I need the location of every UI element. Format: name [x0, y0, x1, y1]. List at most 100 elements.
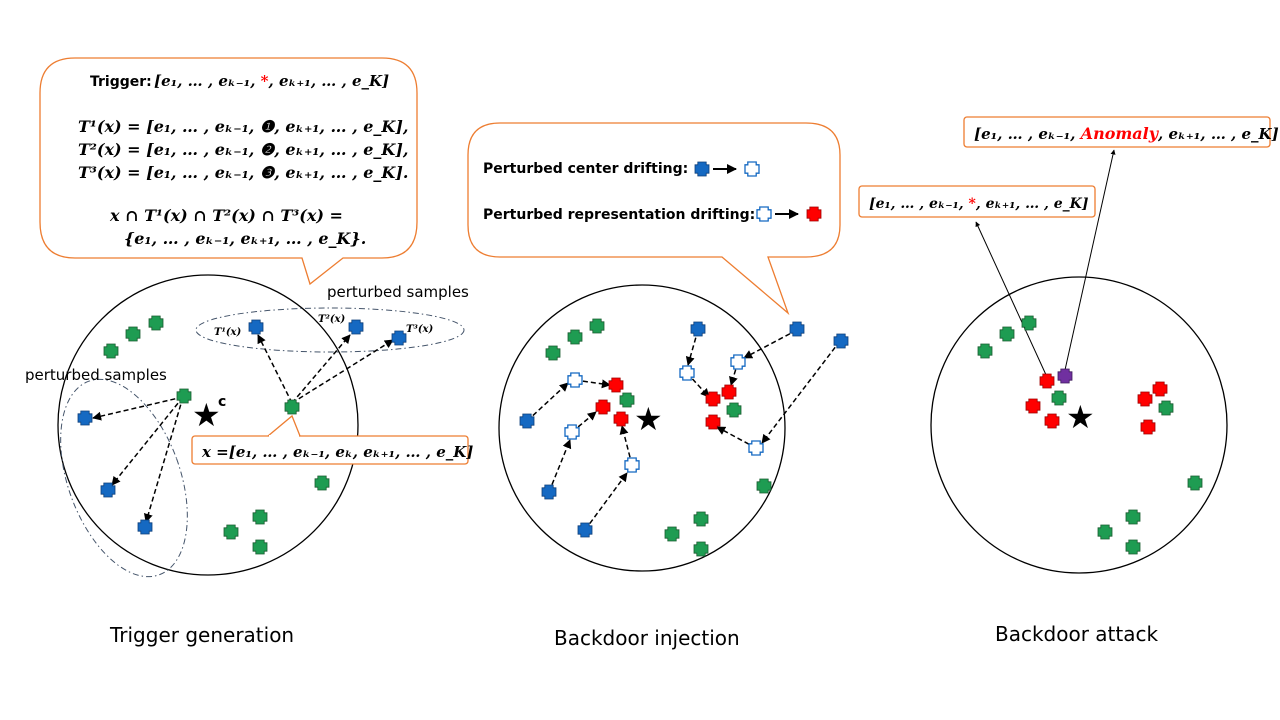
sample-cross: [148, 315, 164, 331]
sample-cross: [1044, 413, 1060, 429]
sample-cross: [1097, 524, 1113, 540]
t2-expression: T²(x) = [e₁, … , eₖ₋₁, ❷, eₖ₊₁, … , e_K]…: [78, 140, 408, 159]
sample-cross: [1125, 509, 1141, 525]
sample-cross: [1057, 368, 1073, 384]
sample-cross: [519, 413, 535, 429]
left-latent-circle: [57, 274, 359, 576]
trigger-label: Trigger:: [90, 74, 152, 90]
sample-cross: [252, 539, 268, 555]
sample-cross: [1051, 390, 1067, 406]
sample-cross: [705, 391, 721, 407]
sample-cross: [619, 392, 635, 408]
sample-cross: [103, 343, 119, 359]
perturbed-samples-left-label: perturbed samples: [25, 366, 167, 384]
sample-cross: [567, 329, 583, 345]
t3-expression: T³(x) = [e₁, … , eₖ₋₁, ❸, eₖ₊₁, … , e_K]…: [78, 163, 408, 182]
sample-cross: [541, 484, 557, 500]
legend-blue-cross: [694, 161, 710, 177]
sample-cross: [100, 482, 116, 498]
sample-cross: [589, 318, 605, 334]
sample-cross: [545, 345, 561, 361]
sample-cross: [1137, 391, 1153, 407]
sample-cross: [567, 372, 583, 388]
star-trigger-box: [858, 185, 1096, 218]
sample-cross: [608, 377, 624, 393]
sample-cross: [624, 457, 640, 473]
sample-cross: [690, 321, 706, 337]
sample-cross: [77, 410, 93, 426]
sample-cross: [833, 333, 849, 349]
sample-cross: [1152, 381, 1168, 397]
center-star-left: ★: [192, 396, 221, 434]
sample-cross: [748, 440, 764, 456]
sample-cross: [284, 399, 300, 415]
perturbed-samples-top-label: perturbed samples: [327, 283, 469, 301]
sample-cross: [693, 511, 709, 527]
sample-cross: [137, 519, 153, 535]
sample-cross: [1140, 419, 1156, 435]
anomaly-box: [963, 116, 1271, 148]
sample-cross: [789, 321, 805, 337]
sample-cross: [176, 388, 192, 404]
legend-hollow-cross: [744, 161, 760, 177]
caption-trigger-generation: Trigger generation: [109, 623, 294, 647]
sample-cross: [1187, 475, 1203, 491]
left-perturbed-ellipse: [60, 378, 188, 578]
representation-drifting-label: Perturbed representation drifting:: [483, 207, 755, 223]
middle-latent-circle: [498, 284, 786, 572]
center-star-right: ★: [1066, 398, 1095, 436]
t3-label: T³(x): [406, 324, 434, 335]
top-perturbed-ellipse: [195, 307, 465, 353]
sample-cross: [726, 402, 742, 418]
trigger-expression: [e₁, … , eₖ₋₁, *, eₖ₊₁, … , e_K]: [154, 72, 389, 90]
arrow-to-anomaly-box: [1064, 149, 1116, 371]
arrow-to-star-box: [975, 221, 1048, 378]
star-trigger-expression: [e₁, … , eₖ₋₁, *, eₖ₊₁, … , e_K]: [869, 196, 1089, 212]
sample-cross: [613, 411, 629, 427]
right-latent-circle: [930, 276, 1228, 574]
caption-backdoor-attack: Backdoor attack: [995, 622, 1158, 646]
sample-cross: [705, 414, 721, 430]
sample-cross: [314, 475, 330, 491]
legend-markers: [694, 161, 822, 222]
trigger-speech-bubble: [39, 57, 418, 286]
center-drifting-label: Perturbed center drifting:: [483, 161, 688, 177]
t1-expression: T¹(x) = [e₁, … , eₖ₋₁, ❶, eₖ₊₁, … , e_K]…: [78, 117, 408, 136]
intersection-line-1: x ∩ T¹(x) ∩ T²(x) ∩ T³(x) =: [109, 206, 343, 225]
sample-cross: [1125, 539, 1141, 555]
intersection-line-2: {e₁, … , eₖ₋₁, eₖ₊₁, … , e_K}.: [124, 229, 366, 248]
anomaly-expression: [e₁, … , eₖ₋₁, Anomaly, eₖ₊₁, … , e_K]: [974, 124, 1279, 143]
center-label: c: [218, 394, 226, 410]
center-star-middle: ★: [634, 400, 663, 438]
x-expression: x =[e₁, … , eₖ₋₁, eₖ, eₖ₊₁, … , e_K]: [201, 443, 473, 461]
sample-cross: [564, 424, 580, 440]
sample-cross: [1025, 398, 1041, 414]
sample-cross: [125, 326, 141, 342]
sample-cross: [730, 354, 746, 370]
sample-cross: [595, 399, 611, 415]
x-callout-pointer: [267, 414, 301, 437]
sample-cross: [1021, 315, 1037, 331]
legend-red-cross: [806, 206, 822, 222]
sample-cross: [348, 319, 364, 335]
sample-cross: [1039, 373, 1055, 389]
sample-cross: [756, 478, 772, 494]
x-callout-box: [191, 435, 469, 465]
sample-cross: [1158, 400, 1174, 416]
legend-hollow-cross: [756, 206, 772, 222]
middle-arrows: [526, 329, 841, 531]
sample-cross: [999, 326, 1015, 342]
sample-cross: [977, 343, 993, 359]
sample-cross: [693, 541, 709, 557]
sample-cross: [577, 522, 593, 538]
sample-cross: [248, 319, 264, 335]
sample-cross: [664, 526, 680, 542]
left-arrows: [92, 334, 394, 523]
t1-label: T¹(x): [214, 327, 242, 338]
sample-cross: [252, 509, 268, 525]
sample-cross: [223, 524, 239, 540]
sample-cross: [679, 365, 695, 381]
sample-cross: [391, 330, 407, 346]
caption-backdoor-injection: Backdoor injection: [554, 626, 740, 650]
